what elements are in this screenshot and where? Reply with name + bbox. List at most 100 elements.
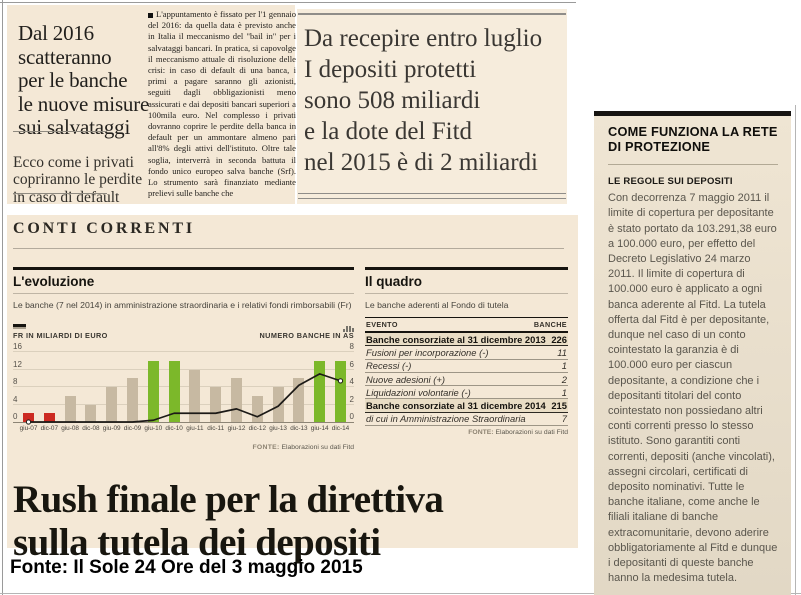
line-endpoint-marker (25, 419, 32, 425)
table-row: Fusioni per incorporazione (-) 11 (365, 346, 568, 360)
x-axis-label: dic-07 (40, 425, 58, 432)
bar-giu-08 (64, 395, 76, 422)
kicker-rule (13, 248, 564, 249)
pull-quote-text: Da recepire entro luglio I depositi prote… (304, 23, 564, 178)
table-row: Banche consorziate al 31 dicembre 2014 21… (365, 399, 568, 413)
bar-giu-13 (272, 387, 284, 422)
bar-giu-09 (106, 387, 118, 422)
left-axis-tick: 4 (13, 394, 18, 404)
main-headline: Rush finale per la direttiva sulla tutela… (13, 478, 444, 565)
frame-top-line (0, 2, 576, 3)
line-key-icon (260, 323, 354, 332)
bar-dic-07 (43, 413, 55, 422)
gridline (13, 403, 354, 405)
cell-banche: 7 (561, 413, 567, 425)
right-axis-tick: 8 (349, 342, 354, 351)
standfirst-top-rule (13, 131, 107, 132)
cell-evento: Nuove adesioni (+) (366, 373, 445, 385)
x-axis-label: giu-14 (310, 425, 329, 432)
standfirst-bottom-rule (13, 193, 107, 194)
bullet-square-icon (148, 12, 153, 18)
x-axis-label: giu-10 (144, 425, 163, 432)
x-axis-label: giu-11 (186, 425, 204, 432)
x-axis-label: giu-09 (102, 425, 121, 432)
pull-quote-clipping: Da recepire entro luglio I depositi prote… (297, 9, 567, 204)
x-axis-label: dic-14 (331, 425, 350, 432)
bar-dic-08 (85, 404, 97, 422)
left-axis-tick: 0 (13, 412, 18, 421)
text-line: sono 508 miliardi (304, 87, 481, 114)
text-line: Ecco come i privati (13, 153, 134, 171)
chart-source-text: Elaborazioni su dati Fitd (281, 444, 354, 451)
table-header-row: EVENTO BANCHE (365, 318, 568, 333)
right-axis-label-text: NUMERO BANCHE IN AS (259, 331, 354, 340)
text-line: scatteranno (18, 44, 112, 69)
quadro-table-panel: Il quadro Le banche aderenti al Fondo di… (365, 267, 568, 436)
table-title: Il quadro (365, 274, 422, 289)
x-axis-label: dic-13 (290, 425, 308, 432)
article-body: L'appuntamento è fissato per l'1 gennaio… (148, 9, 296, 202)
x-axis-label: dic-10 (165, 425, 183, 432)
table-source-text: Elaborazioni su dati Fitd (495, 429, 568, 437)
text-line: nel 2015 è di 2 miliardi (304, 149, 538, 176)
right-axis-label: NUMERO BANCHE IN AS (259, 323, 354, 340)
cell-evento: Liquidazioni volontarie (-) (366, 386, 471, 398)
chart-title-rule (13, 293, 354, 294)
text-line: sulla tutela dei depositi (13, 521, 381, 565)
chart-subtitle: Le banche (7 nel 2014) in amministrazion… (13, 300, 352, 310)
bar-dic-11 (210, 387, 222, 422)
bar-giu-10 (147, 360, 159, 422)
text-line: le nuove misure (18, 91, 150, 116)
right-axis-tick: 6 (349, 359, 354, 369)
bar-giu-11 (189, 369, 201, 422)
x-axis-label: dic-12 (248, 425, 266, 432)
table-row: Nuove adesioni (+) 2 (365, 373, 568, 387)
right-axis-tick: 0 (349, 412, 354, 421)
text-line: I depositi protetti (304, 56, 477, 83)
bar-giu-14 (314, 360, 326, 422)
text-line: per le banche (18, 68, 128, 93)
gridline (13, 351, 354, 352)
x-axis-label: dic-09 (123, 425, 142, 432)
article-clipping: Dal 2016 scatteranno per le banche le nuove… (7, 5, 296, 206)
article-headline: Dal 2016 scatteranno per le banche le nuove… (18, 22, 158, 140)
table-source: FONTE: Elaborazioni su dati Fitd (365, 429, 568, 436)
quote-bottom-rule-2 (298, 198, 566, 199)
x-axis-label: giu-08 (61, 425, 79, 432)
panel-top-rule (365, 267, 568, 270)
cell-banche: 215 (551, 400, 567, 412)
x-axis-label: giu-13 (269, 425, 287, 432)
gridline (13, 368, 354, 370)
bar-giu-07 (23, 413, 34, 422)
sidebar-title: COME FUNZIONA LA RETE DI PROTEZIONE (608, 124, 778, 154)
cell-evento: Recessi (-) (366, 360, 412, 372)
table-source-label: FONTE: (468, 429, 494, 437)
text-line: e la dote del Fitd (304, 118, 473, 145)
bar-giu-12 (231, 378, 242, 422)
cell-banche: 11 (557, 346, 567, 358)
left-axis-tick: 16 (13, 342, 22, 351)
left-axis-tick: 12 (13, 359, 22, 369)
text-line: Rush finale per la direttiva (13, 478, 444, 522)
cell-banche: 1 (561, 360, 567, 372)
bar-dic-12 (251, 395, 263, 422)
chart-source: FONTE: Elaborazioni su dati Fitd (13, 444, 354, 451)
cell-evento: Banche consorziate al 31 dicembre 2014 (366, 400, 546, 412)
chart-title: L'evoluzione (13, 274, 95, 289)
table-row: di cui in Amministrazione Straordinaria 7 (365, 413, 568, 427)
text-line: Dal 2016 (18, 21, 94, 46)
sidebar-subtitle: LE REGOLE SUI DEPOSITI (608, 176, 733, 188)
cell-evento: di cui in Amministrazione Straordinaria (366, 413, 526, 425)
panel-top-rule (13, 267, 354, 270)
banks-table: EVENTO BANCHE Banche consorziate al 31 d… (365, 317, 568, 427)
x-axis-label: giu-12 (227, 425, 246, 432)
gridline (13, 386, 354, 387)
bar-dic-09 (127, 378, 138, 422)
sidebar-rule (608, 164, 778, 166)
frame-right-line (795, 105, 796, 595)
x-axis-label: dic-11 (207, 425, 225, 432)
frame-bottom-line (0, 593, 801, 594)
text-line: sui salvataggi (18, 115, 131, 140)
cell-evento: Fusioni per incorporazione (-) (366, 346, 489, 358)
evolution-chart-panel: L'evoluzione Le banche (7 nel 2014) in a… (13, 267, 354, 451)
